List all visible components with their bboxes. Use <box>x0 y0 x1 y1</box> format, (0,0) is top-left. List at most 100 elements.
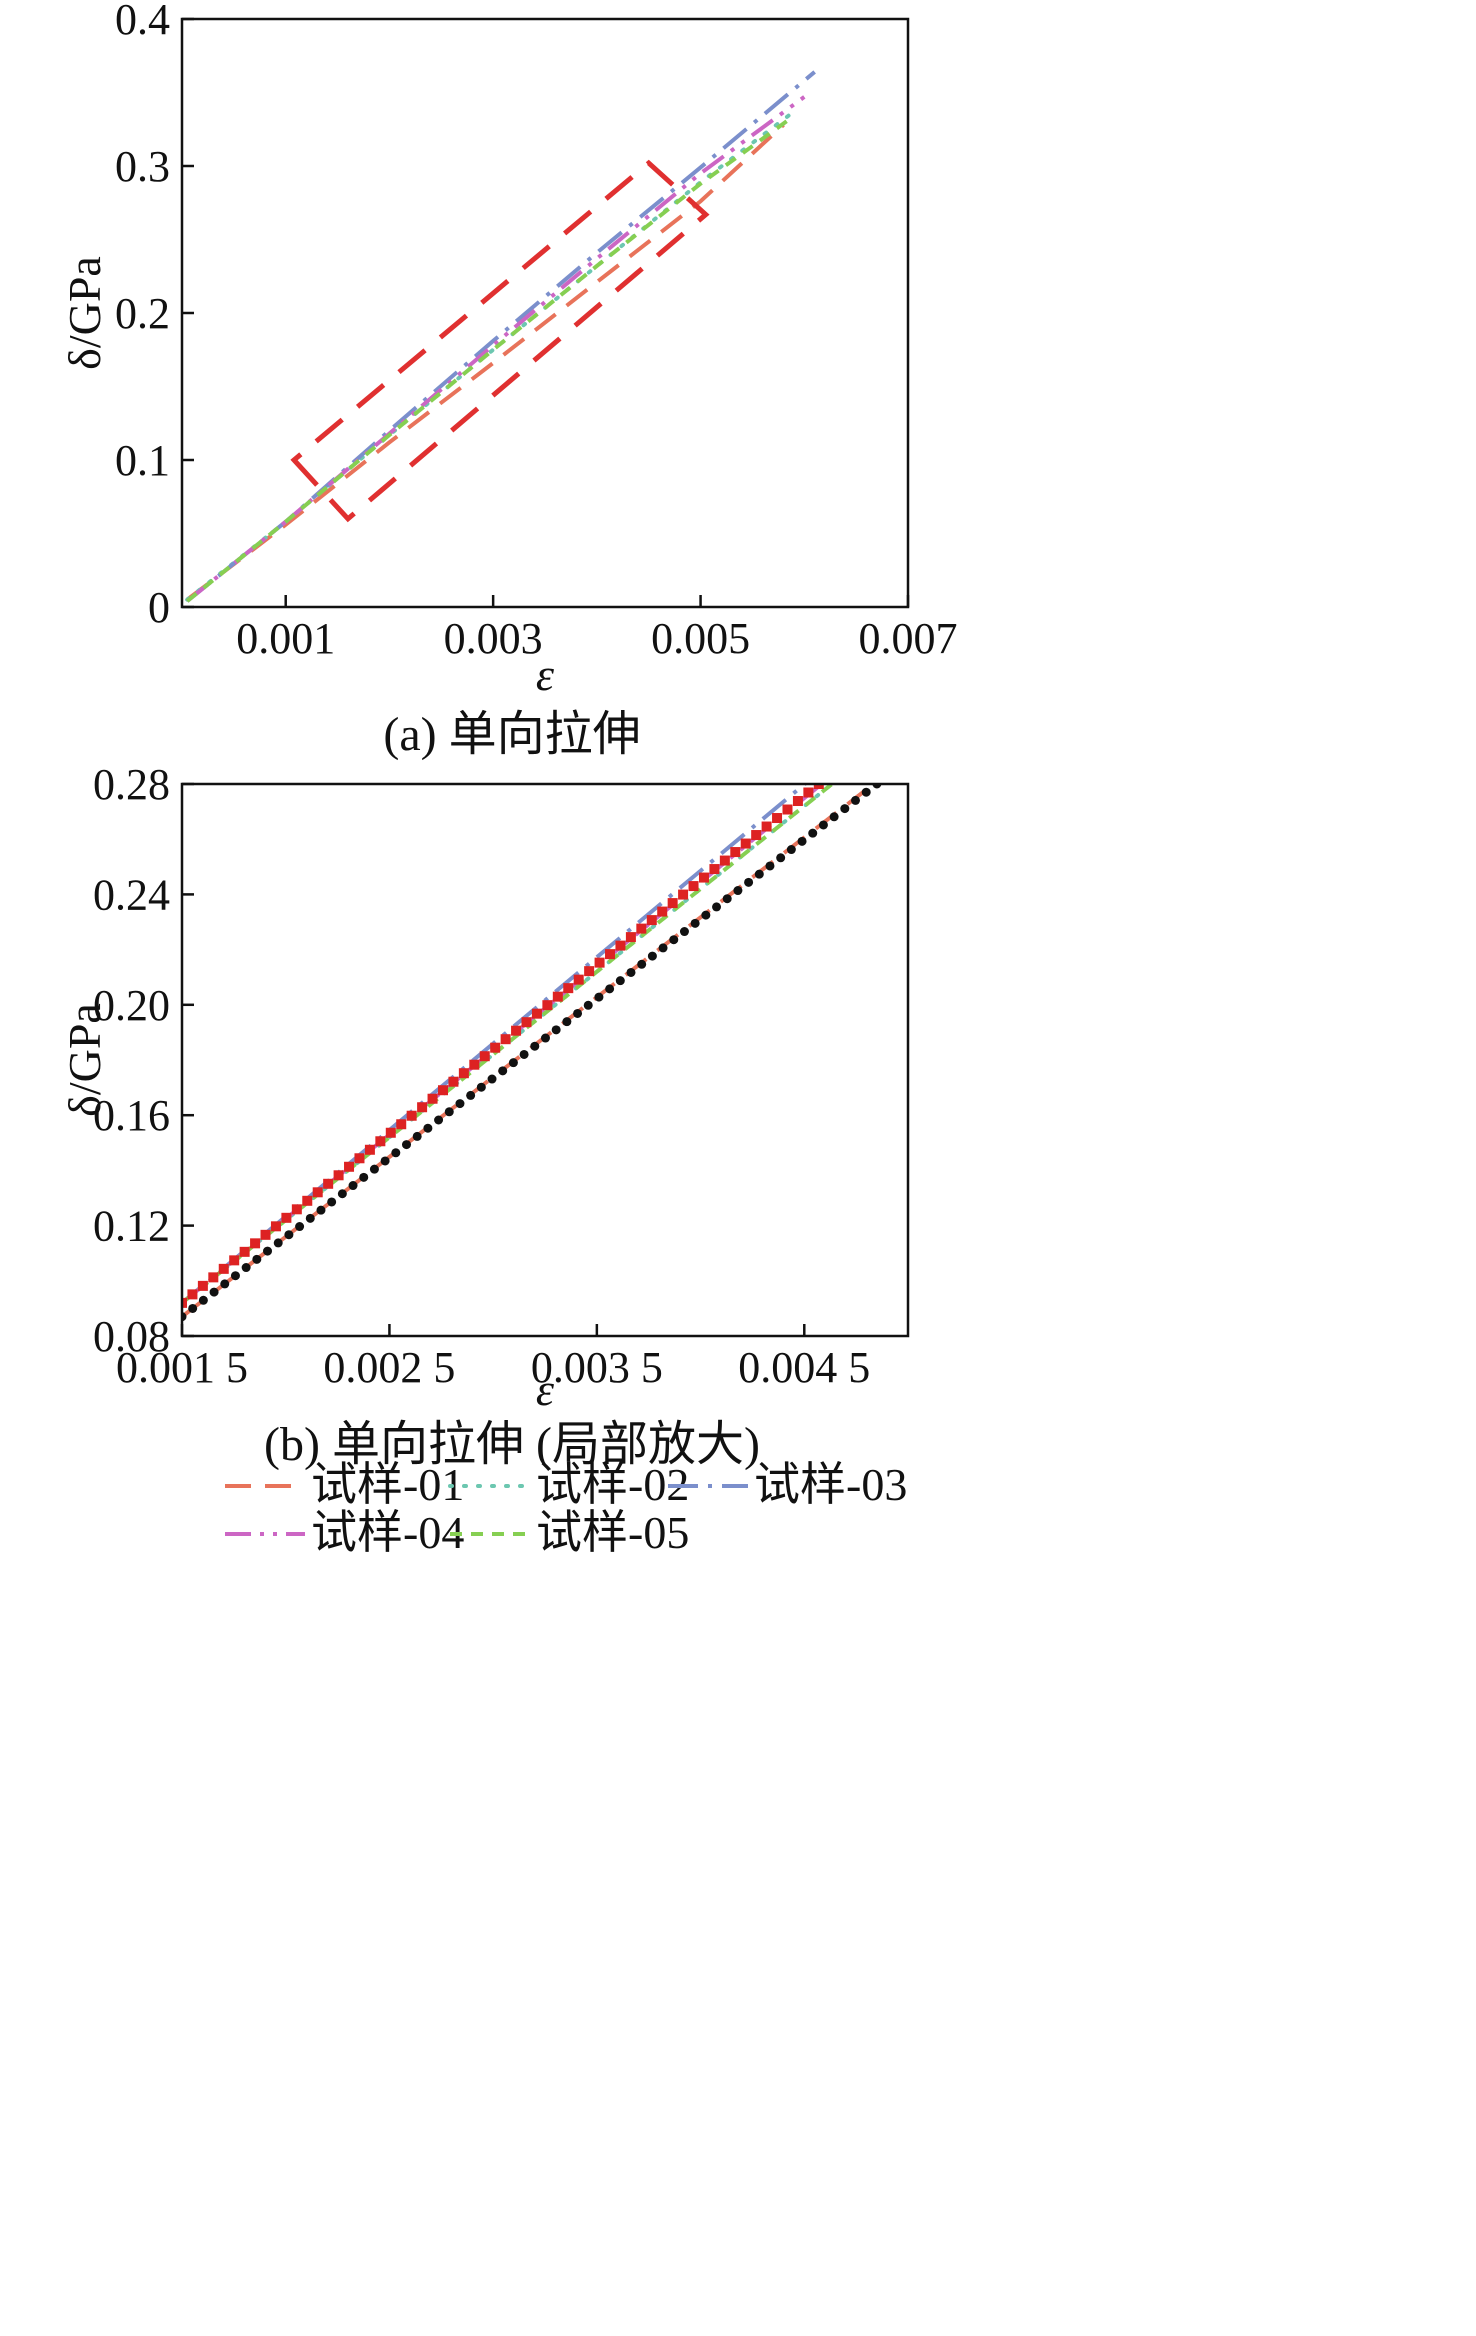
data-point-circle <box>188 1303 198 1313</box>
data-point-circle <box>423 1123 433 1133</box>
x-tick-label: 0.003 5 <box>531 1343 663 1392</box>
data-point-circle <box>615 976 625 986</box>
data-point-square <box>521 1017 532 1028</box>
data-point-square <box>615 940 626 951</box>
data-point-square <box>605 949 616 960</box>
data-point-circle <box>540 1033 550 1043</box>
panel-a-caption: (a) 单向拉伸 <box>383 708 640 761</box>
y-tick-label: 0.12 <box>93 1202 170 1251</box>
y-tick-label: 0.08 <box>93 1312 170 1361</box>
data-point-circle <box>733 886 743 896</box>
data-point-square <box>552 991 563 1002</box>
panel-b-x-axis-label: ε <box>536 1364 555 1415</box>
data-point-circle <box>487 1074 497 1084</box>
data-point-square <box>584 966 595 977</box>
legend: 试样-01 试样-02 试样-03 试样-04 试样-05 <box>225 1459 907 1558</box>
data-point-circle <box>519 1049 529 1059</box>
y-tick-label: 0.20 <box>93 981 170 1030</box>
data-point-square <box>563 983 574 994</box>
series-line-3 <box>185 70 816 603</box>
data-point-circle <box>327 1197 337 1207</box>
legend-item-5: 试样-05 <box>450 1507 689 1558</box>
data-point-circle <box>241 1263 251 1273</box>
data-point-circle <box>829 812 839 822</box>
y-tick-label: 0.28 <box>93 760 170 809</box>
data-point-circle <box>295 1222 305 1232</box>
marker-series-circle <box>182 784 882 1322</box>
data-point-square <box>531 1008 542 1019</box>
data-point-circle <box>476 1082 486 1092</box>
legend-label: 试样-01 <box>311 1459 464 1510</box>
series-line-5 <box>185 114 796 603</box>
data-point-square <box>427 1093 438 1104</box>
data-point-circle <box>551 1025 561 1035</box>
data-point-circle <box>444 1107 454 1117</box>
data-point-square <box>625 932 636 943</box>
data-point-circle <box>776 853 786 863</box>
data-point-circle <box>508 1058 518 1068</box>
data-point-circle <box>198 1295 208 1305</box>
panel-b-caption: (b) 单向拉伸 (局部放大) <box>264 1418 760 1471</box>
data-point-circle <box>316 1205 326 1215</box>
data-point-square <box>792 796 803 807</box>
data-point-square <box>270 1221 281 1232</box>
data-point-circle <box>583 1000 593 1010</box>
panel-b-series <box>182 784 882 1322</box>
data-point-circle <box>851 795 861 805</box>
data-point-square <box>772 813 783 824</box>
data-point-square <box>281 1212 292 1223</box>
data-point-circle <box>455 1099 465 1109</box>
series-line-5 <box>182 784 836 1305</box>
data-point-circle <box>209 1287 219 1297</box>
data-point-square <box>594 957 605 968</box>
data-point-circle <box>818 820 828 830</box>
panel-a-x-axis-label: ε <box>536 649 555 700</box>
data-point-square <box>239 1246 250 1257</box>
data-point-circle <box>284 1230 294 1240</box>
data-point-circle <box>690 918 700 928</box>
series-line-1 <box>185 123 785 602</box>
data-point-circle <box>252 1254 262 1264</box>
legend-label: 试样-02 <box>536 1459 689 1510</box>
data-point-square <box>218 1263 229 1274</box>
data-point-circle <box>658 943 668 953</box>
data-point-circle <box>701 910 711 920</box>
data-point-square <box>688 881 699 892</box>
data-point-circle <box>594 992 604 1002</box>
data-point-circle <box>402 1140 412 1150</box>
data-point-square <box>364 1144 375 1155</box>
data-point-circle <box>754 869 764 879</box>
data-point-circle <box>712 902 722 912</box>
data-point-square <box>458 1068 469 1079</box>
data-point-circle <box>626 967 636 977</box>
data-point-circle <box>808 828 818 838</box>
panel-a-series <box>185 70 816 603</box>
panel-a-y-axis-label: δ/GPa <box>59 256 110 370</box>
x-tick-label: 0.002 5 <box>323 1343 455 1392</box>
data-point-square <box>751 830 762 841</box>
data-point-square <box>250 1238 261 1249</box>
data-point-circle <box>573 1008 583 1018</box>
data-point-square <box>406 1110 417 1121</box>
y-tick-label: 0.16 <box>93 1091 170 1140</box>
data-point-square <box>803 787 814 798</box>
data-point-square <box>396 1119 407 1130</box>
legend-label: 试样-05 <box>536 1507 689 1558</box>
panel-a-uniaxial-tension: 0.001 0.003 0.005 0.007 0 0.1 0.2 0.3 0.4 ε δ/GP… <box>59 0 958 761</box>
data-point-circle <box>840 804 850 814</box>
data-point-circle <box>337 1189 347 1199</box>
data-point-square <box>719 855 730 866</box>
data-point-circle <box>637 959 647 969</box>
data-point-circle <box>765 861 775 871</box>
data-point-square <box>490 1042 501 1053</box>
data-point-square <box>709 864 720 875</box>
data-point-circle <box>230 1271 240 1281</box>
data-point-square <box>698 872 709 883</box>
data-point-square <box>678 889 689 900</box>
marker-series-square <box>182 784 824 1308</box>
data-point-circle <box>797 836 807 846</box>
y-tick-label: 0.2 <box>115 289 170 338</box>
data-point-square <box>229 1255 240 1266</box>
data-point-square <box>312 1187 323 1198</box>
